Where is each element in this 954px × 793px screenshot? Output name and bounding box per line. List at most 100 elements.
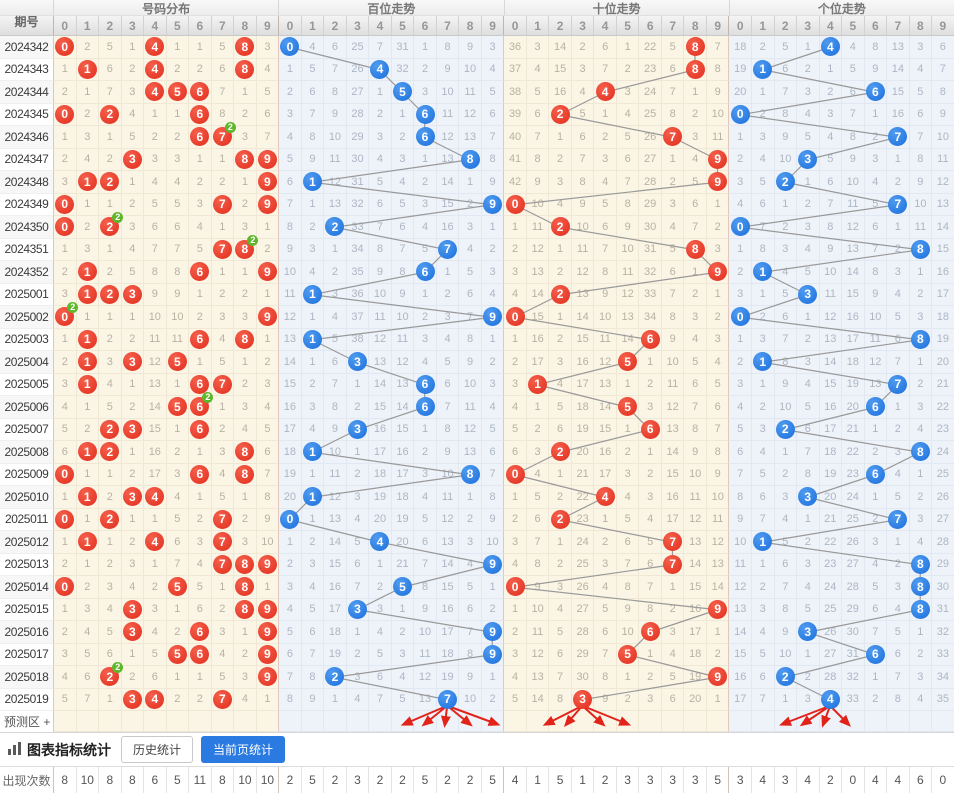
miss-count-cell: 2 bbox=[660, 598, 684, 621]
miss-count-cell: 1 bbox=[728, 238, 751, 261]
miss-count-cell: 8 bbox=[323, 396, 346, 419]
red-ball: 7 bbox=[212, 374, 232, 394]
miss-count: 11 bbox=[464, 400, 476, 413]
prediction-area-label[interactable]: 预测区 + bbox=[0, 711, 53, 732]
miss-count: 11 bbox=[531, 625, 544, 638]
miss-count: 2 bbox=[84, 40, 91, 53]
miss-count: 12 bbox=[824, 310, 837, 323]
miss-count-cell: 1 bbox=[210, 576, 234, 599]
issue-label: 2024350 bbox=[0, 216, 53, 239]
miss-count-cell: 2 bbox=[660, 171, 684, 194]
miss-count-cell: 6 bbox=[525, 508, 549, 531]
miss-count: 3 bbox=[241, 670, 248, 683]
trend-ball-cell: 6 bbox=[413, 126, 436, 149]
miss-count-cell: 10 bbox=[615, 621, 639, 644]
miss-count-cell: 1 bbox=[53, 126, 76, 149]
miss-count: 5 bbox=[264, 85, 271, 98]
miss-count-cell: 9 bbox=[908, 171, 932, 194]
miss-count-cell: 11 bbox=[683, 486, 706, 509]
miss-count: 3 bbox=[376, 603, 384, 616]
miss-count: 1 bbox=[106, 243, 113, 256]
miss-count: 6 bbox=[196, 603, 203, 616]
miss-count-cell: 1 bbox=[660, 576, 684, 599]
miss-count: 9 bbox=[444, 63, 451, 76]
miss-count: 1 bbox=[61, 490, 68, 503]
appearance-count-cell: 5 bbox=[480, 767, 504, 793]
miss-count: 4 bbox=[557, 603, 564, 616]
miss-count-cell: 3 bbox=[548, 171, 571, 194]
miss-count-cell: 8 bbox=[863, 261, 887, 284]
miss-count: 2 bbox=[196, 63, 203, 76]
red-ball: 9 bbox=[257, 554, 277, 574]
miss-count-cell: 4 bbox=[750, 621, 774, 644]
blue-ball: 1 bbox=[302, 172, 322, 192]
miss-count-cell: 1 bbox=[53, 486, 76, 509]
miss-count-cell: 7 bbox=[593, 58, 616, 81]
miss-count-cell: 29 bbox=[638, 193, 661, 216]
miss-count-cell: 9 bbox=[300, 688, 324, 711]
miss-count-cell: 3 bbox=[750, 598, 774, 621]
appearance-count-cell: 5 bbox=[705, 767, 729, 793]
miss-count: 24 bbox=[576, 535, 589, 548]
miss-count: 1 bbox=[827, 63, 834, 76]
issue-label: 2024343 bbox=[0, 58, 53, 81]
red-ball: 6 bbox=[640, 622, 660, 642]
miss-count-cell: 2 bbox=[165, 688, 189, 711]
miss-count: 5 bbox=[174, 513, 181, 526]
miss-count: 5 bbox=[84, 648, 91, 661]
miss-count-cell: 1 bbox=[503, 598, 526, 621]
miss-count-cell: 3 bbox=[796, 81, 819, 104]
miss-count-cell: 17 bbox=[660, 508, 684, 531]
miss-count-cell: 6 bbox=[390, 216, 414, 239]
miss-count-cell: 5 bbox=[886, 486, 909, 509]
miss-count: 3 bbox=[219, 310, 226, 323]
miss-count: 9 bbox=[444, 445, 451, 458]
miss-count: 10 bbox=[734, 535, 747, 548]
miss-count: 8 bbox=[894, 693, 901, 706]
miss-count-cell: 3 bbox=[188, 193, 211, 216]
trend-ball-cell: 9 bbox=[255, 193, 279, 216]
blue-ball: 9 bbox=[483, 307, 503, 327]
miss-count: 1 bbox=[759, 288, 766, 301]
history-stats-button[interactable]: 历史统计 bbox=[121, 736, 194, 763]
miss-count-cell: 1 bbox=[728, 126, 751, 149]
appearance-count-cell: 6 bbox=[908, 767, 932, 793]
miss-count-cell: 3 bbox=[75, 238, 99, 261]
trend-ball-cell: 1 bbox=[300, 283, 324, 306]
miss-count-cell: 7 bbox=[750, 508, 774, 531]
trend-ball-cell: 2 bbox=[548, 508, 571, 531]
miss-count-cell: 13 bbox=[525, 666, 549, 689]
miss-count: 5 bbox=[61, 423, 68, 436]
miss-count-cell: 8 bbox=[570, 171, 594, 194]
miss-count: 20 bbox=[373, 513, 387, 526]
miss-count-cell: 6 bbox=[750, 486, 774, 509]
miss-count: 3 bbox=[804, 693, 811, 706]
miss-count: 9 bbox=[399, 288, 406, 301]
miss-count: 12 bbox=[328, 175, 342, 188]
blue-ball: 6 bbox=[865, 644, 885, 664]
miss-count: 5 bbox=[489, 423, 496, 436]
miss-count-cell: 14 bbox=[728, 621, 751, 644]
digit-header-cell: 2 bbox=[773, 16, 797, 35]
miss-count-cell: 1 bbox=[143, 103, 166, 126]
trend-ball-cell: 4 bbox=[593, 486, 616, 509]
miss-count-cell: 9 bbox=[705, 463, 729, 486]
miss-count-cell: 2 bbox=[480, 598, 504, 621]
miss-count-cell: 3 bbox=[120, 553, 144, 576]
digit-header-cell: 1 bbox=[75, 16, 99, 35]
miss-count-cell: 10 bbox=[255, 531, 279, 554]
miss-count: 1 bbox=[61, 63, 68, 76]
miss-count: 14 bbox=[283, 355, 297, 368]
miss-count-cell: 1 bbox=[98, 463, 121, 486]
table-row: 2025008 6 1 2 1 16 2 1 3 8 6 18 1 10 1 17 16 2 9 13 6 6 3 2 20 16… bbox=[0, 441, 954, 464]
miss-count-cell: 12 bbox=[458, 103, 481, 126]
miss-count: 4 bbox=[872, 558, 879, 571]
red-ball: 8 bbox=[685, 239, 705, 259]
appearance-count-cell: 1 bbox=[570, 767, 594, 793]
miss-count-cell: 5 bbox=[593, 598, 616, 621]
miss-count: 8 bbox=[849, 130, 856, 143]
trend-ball-cell: 8 bbox=[233, 148, 256, 171]
miss-count: 3 bbox=[894, 580, 901, 593]
blue-ball: 6 bbox=[865, 464, 885, 484]
current-page-stats-button[interactable]: 当前页统计 bbox=[201, 736, 286, 763]
